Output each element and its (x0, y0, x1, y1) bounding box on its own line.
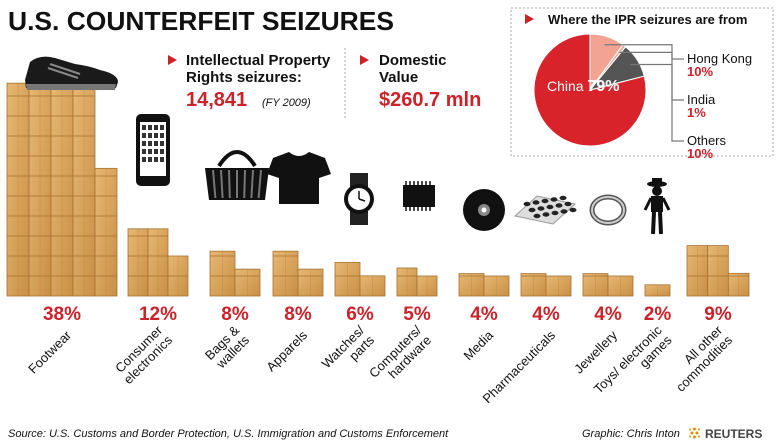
pie-arrow-icon (525, 14, 534, 24)
domestic-label-line2: Value (379, 69, 418, 86)
tshirt-icon (267, 152, 331, 204)
smartphone-icon (136, 114, 170, 186)
handbag-icon (205, 150, 269, 200)
value-label-5: 5% (403, 304, 431, 325)
disc-icon (463, 189, 505, 231)
ipr-label-line2: Rights seizures: (186, 69, 302, 86)
bar-5 (396, 267, 438, 297)
pie-value-india: 1% (687, 105, 706, 120)
pie-leader-3 (630, 63, 684, 142)
bar-10 (686, 245, 750, 297)
ipr-label-line1: Intellectual Property (186, 52, 331, 69)
graphic-credit: Graphic: Chris Inton (582, 428, 680, 440)
watch-icon (344, 173, 374, 225)
microchip-icon (403, 181, 435, 211)
value-label-0: 38% (43, 304, 81, 325)
bar-3 (272, 250, 324, 297)
bar-1 (127, 228, 189, 297)
bar-0 (6, 82, 118, 297)
pie-slice-others (588, 46, 645, 91)
category-label-0: Footwear (25, 327, 74, 376)
bar-8 (582, 273, 634, 297)
ipr-value: 14,841 (186, 89, 247, 111)
category-label-2: Bags &wallets (202, 322, 252, 372)
pie-title: Where the IPR seizures are from (548, 12, 747, 27)
sneaker-icon (25, 56, 118, 90)
value-label-4: 6% (346, 304, 374, 325)
chart-title: U.S. COUNTERFEIT SEIZURES (8, 6, 394, 36)
pie-panel (510, 7, 774, 157)
reuters-brand: REUTERS (705, 427, 762, 441)
value-labels: 38% 12% 8% 8% 6% 5% 4% 4% 4% 2% 9% (43, 304, 732, 325)
bars (6, 82, 750, 297)
bar-4 (334, 261, 386, 297)
category-icons (25, 56, 671, 235)
value-label-9: 2% (644, 304, 672, 325)
bar-2 (209, 250, 261, 297)
value-label-2: 8% (221, 304, 249, 325)
pie-label-china: China 79% (547, 78, 620, 95)
value-label-10: 9% (704, 304, 732, 325)
domestic-value: $260.7 mln (379, 89, 481, 111)
ring-icon (589, 194, 627, 226)
toy-figure-icon (643, 178, 671, 235)
pie-label-others: Others (687, 133, 727, 148)
value-label-8: 4% (594, 304, 622, 325)
category-label-6: Media (460, 327, 496, 363)
domestic-label-line1: Domestic (379, 52, 447, 69)
reuters-logo-icon (689, 427, 700, 439)
bar-9 (644, 284, 671, 297)
bar-6 (458, 273, 510, 297)
value-label-7: 4% (532, 304, 560, 325)
category-label-5: Computers/hardware (366, 322, 434, 381)
domestic-stat-block: Domestic Value $260.7 mln (360, 52, 481, 111)
svg-text:Footwear: Footwear (25, 327, 74, 376)
bar-7 (520, 273, 572, 297)
value-label-3: 8% (284, 304, 312, 325)
ipr-arrow-icon (168, 55, 177, 65)
value-label-1: 12% (139, 304, 177, 325)
pie-label-india: India (687, 92, 716, 107)
pills-icon (513, 195, 577, 225)
pie-label-hong-kong: Hong Kong (687, 51, 752, 66)
value-label-6: 4% (470, 304, 498, 325)
domestic-arrow-icon (360, 55, 369, 65)
svg-text:Media: Media (460, 327, 496, 363)
ipr-note: (FY 2009) (262, 97, 311, 109)
ipr-stat-block: Intellectual Property Rights seizures: 1… (168, 52, 331, 111)
source-note: Source: U.S. Customs and Border Protecti… (8, 428, 449, 440)
pie-value-hong-kong: 10% (687, 64, 713, 79)
category-label-3: Apparels (263, 327, 310, 374)
svg-text:Apparels: Apparels (263, 327, 310, 374)
pie-value-others: 10% (687, 146, 713, 161)
